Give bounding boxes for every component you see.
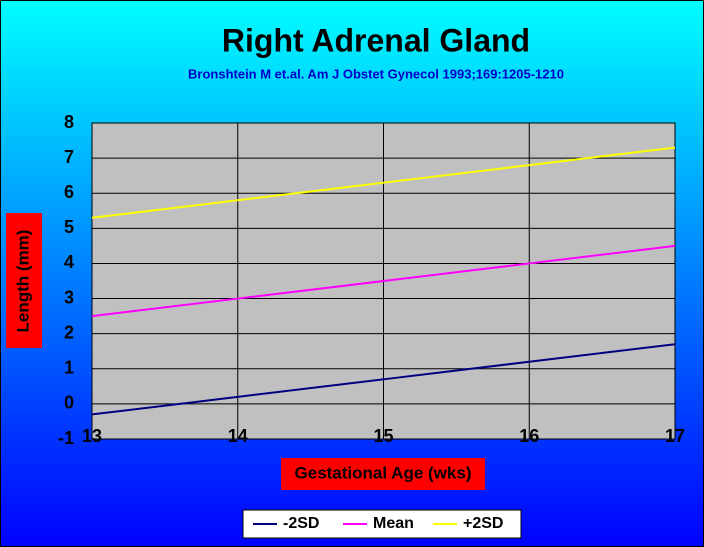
legend [242, 509, 522, 539]
series-line [91, 146, 676, 219]
y-tick-label: 8 [64, 112, 74, 132]
y-axis-label: Length (mm) [13, 230, 32, 333]
x-axis-label: Gestational Age (wks) [295, 463, 472, 482]
x-label-box [281, 458, 485, 490]
plot-border [91, 122, 676, 440]
x-tick-label: 16 [519, 426, 539, 446]
y-tick-label: 0 [64, 393, 74, 413]
legend-label: Mean [373, 515, 414, 532]
legend-label: +2SD [463, 515, 503, 532]
y-tick-label: 5 [64, 217, 74, 237]
y-tick-label: 7 [64, 147, 74, 167]
y-tick-label: 6 [64, 182, 74, 202]
x-tick-label: 15 [373, 426, 393, 446]
chart-subtitle: Bronshtein M et.al. Am J Obstet Gynecol … [188, 66, 564, 81]
y-tick-label: 1 [64, 358, 74, 378]
legend-label: -2SD [283, 515, 319, 532]
y-tick-label: 4 [64, 252, 74, 272]
chart-title: Right Adrenal Gland [222, 22, 530, 58]
series-line [91, 343, 676, 416]
y-tick-label: -1 [58, 428, 74, 448]
y-tick-label: 2 [64, 322, 74, 342]
y-label-box [6, 213, 42, 348]
y-tick-label: 3 [64, 287, 74, 307]
x-tick-label: 14 [228, 426, 248, 446]
series-line [91, 244, 676, 318]
